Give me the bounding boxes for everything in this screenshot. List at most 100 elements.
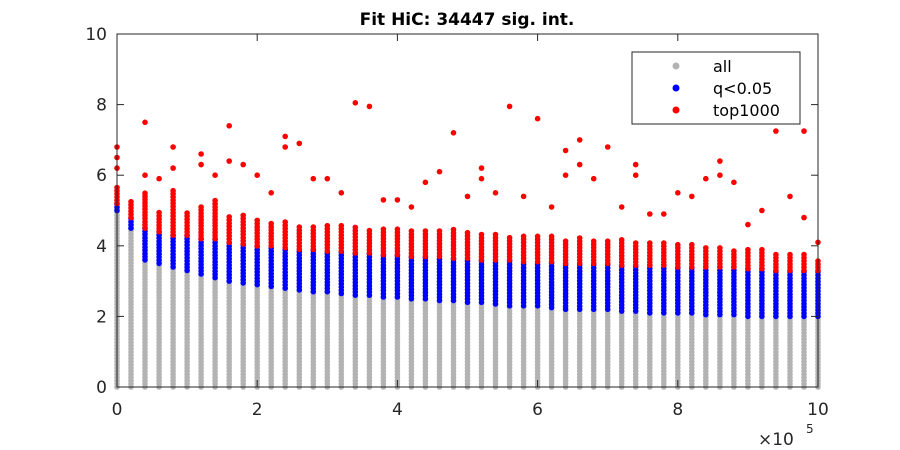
point-top: [170, 187, 176, 194]
legend-label-q: q<0.05: [713, 79, 772, 98]
legend-marker-all: [672, 62, 680, 70]
point-top: [731, 248, 737, 254]
point-top: [506, 234, 513, 241]
point-top-outlier: [689, 193, 695, 200]
point-top-outlier: [142, 119, 148, 126]
point-top: [366, 227, 373, 234]
point-top: [787, 251, 793, 258]
point-top-outlier: [352, 100, 359, 106]
point-top: [773, 251, 779, 258]
point-top-outlier: [703, 175, 709, 182]
point-top-outlier: [254, 172, 260, 178]
x-tick-label: 6: [532, 400, 543, 420]
point-top-outlier: [562, 147, 569, 154]
y-tick-label: 0: [96, 378, 107, 398]
point-top-outlier: [422, 179, 429, 186]
point-top-outlier: [801, 128, 807, 134]
x-exponent-label: ×10 5: [758, 422, 814, 450]
point-top: [478, 231, 485, 238]
point-top-outlier: [142, 172, 148, 178]
chart-title: Fit HiC: 34447 sig. int.: [360, 10, 575, 30]
point-top-outlier: [562, 172, 569, 178]
point-top-outlier: [492, 190, 499, 196]
point-top-outlier: [226, 123, 232, 129]
point-top: [604, 238, 611, 244]
y-tick-label: 6: [96, 166, 107, 186]
y-tick-label: 10: [85, 25, 107, 45]
point-top-outlier: [478, 165, 485, 171]
y-tick-label: 8: [96, 96, 107, 116]
point-top-outlier: [282, 133, 289, 140]
point-top: [703, 245, 709, 251]
legend-marker-top: [672, 106, 680, 114]
point-top-outlier: [394, 197, 401, 203]
point-top-outlier: [745, 221, 751, 228]
point-top: [338, 222, 345, 229]
point-top-outlier: [534, 115, 541, 122]
point-top-outlier: [310, 175, 317, 182]
point-top: [464, 229, 471, 236]
point-top-outlier: [801, 214, 807, 221]
point-top: [408, 228, 415, 234]
point-top: [240, 212, 246, 219]
point-top-outlier: [576, 137, 583, 143]
point-top-outlier: [759, 207, 765, 214]
point-top: [128, 198, 134, 205]
point-top-outlier: [576, 161, 583, 168]
point-top: [801, 251, 807, 258]
data-marks: [114, 100, 821, 390]
point-top: [534, 233, 541, 240]
point-top-outlier: [338, 190, 345, 196]
axes-box: [116, 33, 819, 388]
y-tick-labels: 0 2 4 6 8 10: [85, 25, 107, 398]
point-top: [647, 240, 653, 246]
y-tick-label: 4: [96, 237, 107, 257]
point-top-outlier: [647, 211, 653, 217]
point-top-outlier: [661, 211, 667, 217]
point-top: [324, 222, 331, 229]
legend-label-top: top1000: [713, 101, 780, 120]
point-top: [590, 238, 597, 244]
point-top-outlier: [604, 144, 611, 150]
point-top-outlier: [170, 144, 176, 150]
point-top-outlier: [156, 175, 162, 182]
point-top: [661, 240, 667, 246]
x-exponent-base: ×10: [758, 430, 794, 450]
point-top-outlier: [324, 175, 331, 182]
y-tick-label: 2: [96, 307, 107, 327]
point-top-outlier: [548, 204, 555, 210]
axis-ticks: [116, 33, 819, 388]
point-top: [268, 220, 275, 227]
point-top-outlier: [212, 172, 218, 178]
point-top: [576, 235, 583, 241]
point-top-outlier: [198, 161, 204, 168]
x-tick-label: 2: [252, 400, 263, 420]
point-top: [394, 226, 401, 232]
point-top-outlier: [731, 179, 737, 186]
point-top-outlier: [590, 175, 597, 182]
x-tick-label: 4: [392, 400, 403, 420]
point-top-outlier: [464, 193, 471, 200]
point-top: [352, 224, 359, 231]
point-top: [436, 228, 443, 234]
point-top: [198, 204, 204, 210]
point-top: [380, 226, 387, 232]
point-top-outlier: [506, 103, 513, 110]
point-top: [492, 231, 499, 238]
point-top-outlier: [632, 161, 639, 168]
point-top: [310, 224, 317, 230]
point-top-outlier: [632, 172, 639, 178]
point-top-outlier: [478, 175, 485, 182]
point-top-outlier: [787, 193, 793, 200]
point-top: [142, 190, 148, 196]
x-tick-label: 10: [807, 400, 829, 420]
x-exponent-power: 5: [806, 422, 814, 436]
point-top-outlier: [198, 151, 204, 157]
point-top-outlier: [773, 128, 779, 134]
point-top: [212, 197, 218, 204]
x-tick-label: 8: [672, 400, 683, 420]
legend-marker-q: [672, 84, 680, 92]
point-top: [745, 246, 751, 253]
point-top-outlier: [436, 168, 443, 175]
point-top: [632, 240, 639, 246]
